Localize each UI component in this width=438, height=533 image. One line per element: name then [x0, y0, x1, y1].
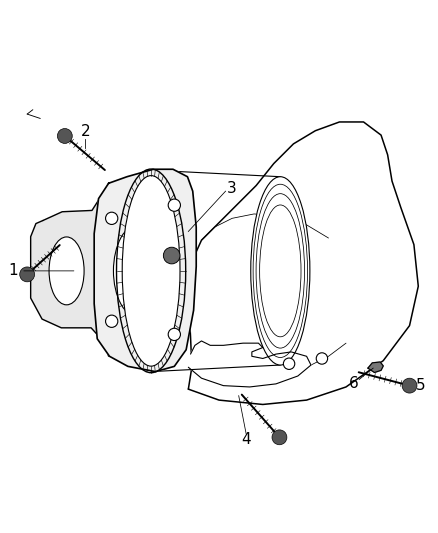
Polygon shape [368, 362, 383, 373]
Circle shape [168, 328, 180, 341]
Circle shape [168, 199, 180, 211]
Polygon shape [31, 183, 109, 356]
Circle shape [283, 358, 295, 369]
Circle shape [57, 128, 72, 143]
Circle shape [106, 212, 118, 224]
Text: 1: 1 [8, 263, 18, 278]
Ellipse shape [251, 177, 310, 365]
Circle shape [20, 267, 35, 282]
Text: 5: 5 [416, 378, 425, 393]
Ellipse shape [49, 237, 84, 305]
Ellipse shape [122, 175, 180, 366]
Polygon shape [94, 169, 196, 372]
Polygon shape [188, 341, 311, 387]
Text: 4: 4 [241, 432, 251, 447]
Circle shape [402, 378, 417, 393]
Polygon shape [188, 122, 418, 405]
Circle shape [272, 430, 287, 445]
Circle shape [316, 353, 328, 364]
Text: 6: 6 [349, 376, 359, 391]
Circle shape [106, 315, 118, 327]
Circle shape [163, 247, 180, 264]
Text: 3: 3 [227, 181, 237, 196]
Text: 2: 2 [81, 124, 90, 139]
Ellipse shape [113, 224, 165, 318]
